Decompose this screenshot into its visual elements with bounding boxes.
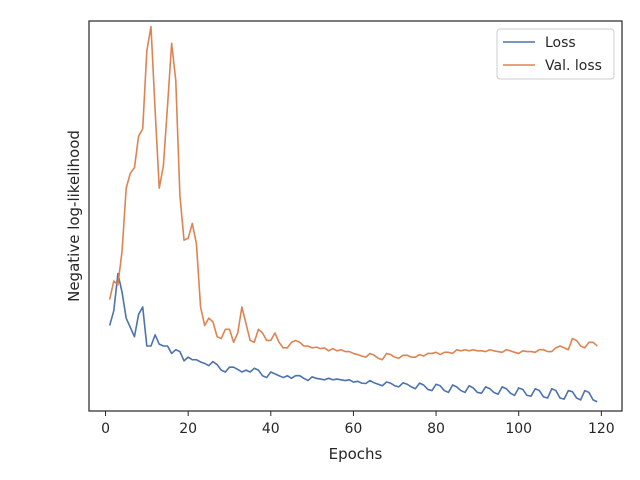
val-loss-line: [108, 25, 598, 361]
x-tick-label: 100: [505, 421, 532, 437]
y-axis-label: Negative log-likelihood: [65, 130, 83, 302]
x-tick-label: 60: [345, 421, 363, 437]
legend-label-val-loss: Val. loss: [545, 58, 602, 74]
series-layer: [108, 25, 598, 403]
plot-area: [89, 21, 622, 411]
x-tick-label: 40: [262, 421, 280, 437]
x-axis-label: Epochs: [329, 445, 383, 463]
plot-frame: [88, 20, 623, 412]
x-tick-label: 120: [588, 421, 615, 437]
x-tick-label: 80: [427, 421, 445, 437]
loss-line: [108, 272, 598, 403]
legend-label-loss: Loss: [545, 35, 576, 51]
x-tick-label: 0: [101, 421, 110, 437]
x-tick-label: 20: [179, 421, 197, 437]
x-ticks: 0 20 40 60 80 100 120: [101, 411, 615, 437]
legend: Loss Val. loss: [496, 28, 615, 80]
